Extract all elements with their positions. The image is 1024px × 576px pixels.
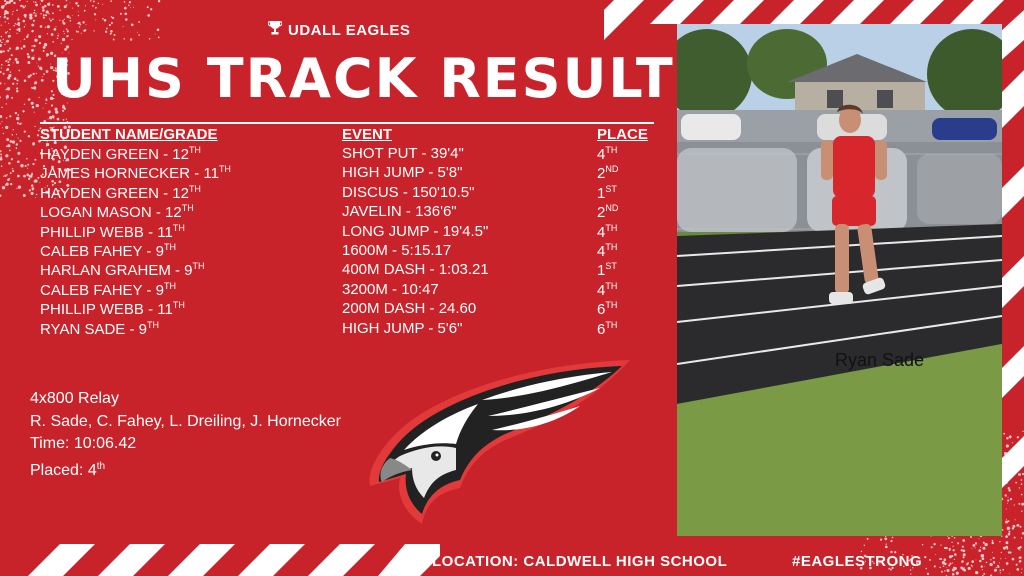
result-place: 2ND: [597, 203, 619, 222]
result-event: 1600M - 5:15.17: [342, 241, 452, 259]
page-title: UHS TRACK RESULTS: [52, 47, 716, 110]
result-place: 4TH: [597, 241, 618, 260]
result-place: 6TH: [597, 319, 618, 338]
result-event: LONG JUMP - 19'4.5": [342, 222, 489, 240]
result-event: 200M DASH - 24.60: [342, 300, 477, 318]
result-name: PHILLIP WEBB - 11TH: [40, 222, 185, 241]
brand-header: UDALL EAGLES: [267, 20, 411, 40]
result-event: JAVELIN - 136'6": [342, 203, 457, 221]
result-place: 6TH: [597, 300, 618, 319]
result-name: RYAN SADE - 9TH: [40, 319, 159, 338]
photo-caption: Ryan Sade: [835, 350, 925, 370]
photo-scene: [677, 24, 1002, 536]
result-name: HAYDEN GREEN - 12TH: [40, 145, 201, 163]
relay-placed: Placed: 4th: [30, 460, 106, 479]
result-event: HIGH JUMP - 5'6": [342, 319, 463, 337]
result-name: CALEB FAHEY - 9TH: [40, 241, 176, 260]
result-event: HIGH JUMP - 5'8": [342, 164, 463, 182]
result-name: HARLAN GRAHEM - 9TH: [40, 261, 205, 280]
result-place: 4TH: [597, 222, 618, 241]
athlete-photo: Ryan Sade: [677, 24, 1002, 536]
relay-block: 4x800 Relay R. Sade, C. Fahey, L. Dreili…: [30, 388, 341, 482]
result-name: HAYDEN GREEN - 12TH: [40, 183, 201, 202]
result-place: 1ST: [597, 183, 617, 202]
event-column-header: EVENT: [342, 126, 393, 143]
trophy-icon: [267, 20, 283, 40]
place-column-header: PLACE: [597, 126, 648, 143]
result-place: 2ND: [597, 164, 619, 183]
result-place: 1ST: [597, 261, 617, 280]
result-name: PHILLIP WEBB - 11TH: [40, 300, 185, 319]
result-event: SHOT PUT - 39'4": [342, 145, 464, 162]
title-divider: [40, 122, 654, 124]
stripes-bottom-left: [28, 544, 440, 576]
result-name: LOGAN MASON - 12TH: [40, 203, 194, 222]
name-column: STUDENT NAME/GRADE HAYDEN GREEN - 12TH JA…: [40, 126, 330, 339]
relay-title: 4x800 Relay: [30, 390, 119, 407]
result-name: CALEB FAHEY - 9TH: [40, 280, 176, 299]
result-event: 400M DASH - 1:03.21: [342, 261, 489, 279]
result-event: DISCUS - 150'10.5": [342, 183, 475, 201]
relay-time: Time: 10:06.42: [30, 435, 137, 452]
result-place: 4TH: [597, 145, 618, 163]
name-column-header: STUDENT NAME/GRADE: [40, 126, 218, 143]
place-column: PLACE 4TH 2ND 1ST 2ND 4TH 4TH 1ST 4TH 6TH 6TH: [597, 126, 667, 339]
eagle-logo: [369, 360, 630, 524]
location-label: LOCATION: CALDWELL HIGH SCHOOL: [432, 553, 728, 570]
hashtag-label: #EAGLESTRONG: [792, 553, 923, 570]
result-place: 4TH: [597, 280, 618, 299]
relay-team: R. Sade, C. Fahey, L. Dreiling, J. Horne…: [30, 412, 341, 430]
brand-name: UDALL EAGLES: [288, 21, 411, 39]
result-name: JAMES HORNECKER - 11TH: [40, 164, 231, 183]
result-event: 3200M - 10:47: [342, 280, 439, 298]
event-column: EVENT SHOT PUT - 39'4" HIGH JUMP - 5'8" DI…: [342, 126, 592, 339]
